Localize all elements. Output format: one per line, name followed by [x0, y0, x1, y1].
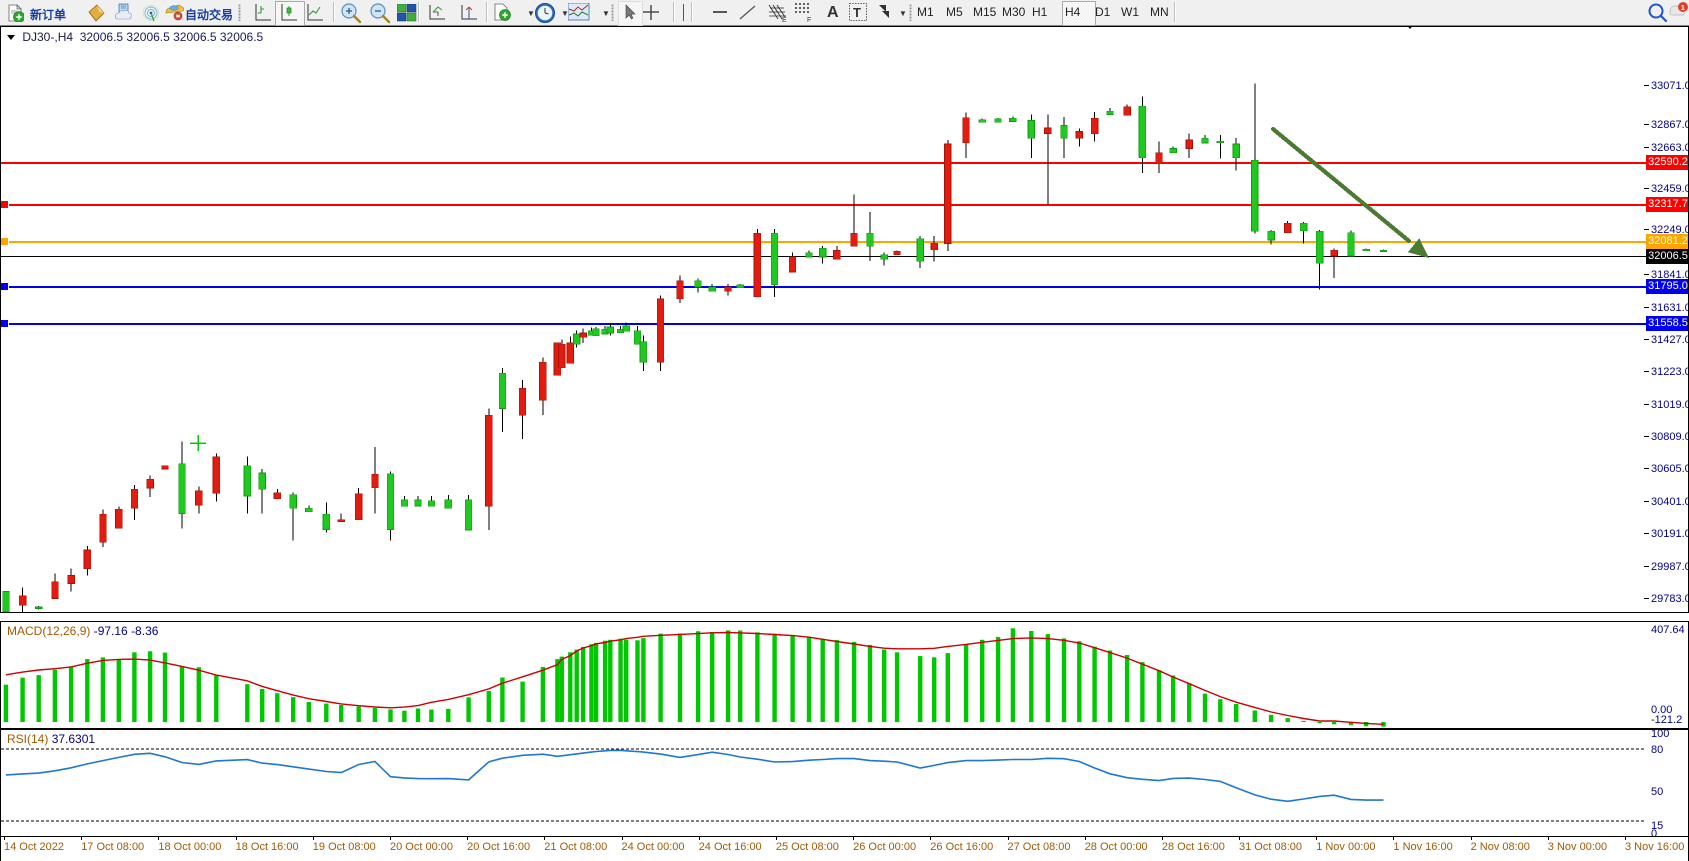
svg-text:T: T	[853, 5, 861, 20]
svg-text:1: 1	[1681, 3, 1685, 12]
svg-text:F: F	[807, 17, 811, 22]
svg-text:E: E	[782, 17, 787, 22]
